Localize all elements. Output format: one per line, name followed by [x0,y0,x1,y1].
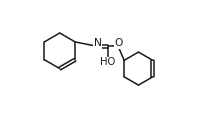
Text: HO: HO [100,58,116,67]
Text: N: N [94,38,102,48]
Text: O: O [114,38,123,48]
